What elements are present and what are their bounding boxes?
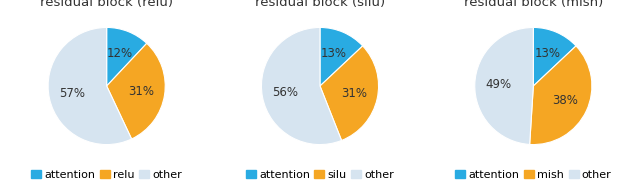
Title: residual block (mish): residual block (mish) (464, 0, 603, 9)
Text: 13%: 13% (321, 47, 347, 60)
Title: residual block (silu): residual block (silu) (255, 0, 385, 9)
Wedge shape (475, 27, 533, 144)
Wedge shape (533, 27, 576, 86)
Text: 31%: 31% (341, 87, 367, 100)
Wedge shape (48, 27, 132, 145)
Title: residual block (relu): residual block (relu) (40, 0, 173, 9)
Text: 12%: 12% (106, 47, 132, 60)
Text: 13%: 13% (534, 47, 560, 60)
Legend: attention, mish, other: attention, mish, other (455, 170, 612, 180)
Wedge shape (107, 27, 147, 86)
Wedge shape (320, 27, 363, 86)
Wedge shape (530, 46, 592, 145)
Text: 38%: 38% (552, 94, 578, 107)
Text: 56%: 56% (273, 86, 298, 99)
Wedge shape (107, 43, 165, 139)
Text: 31%: 31% (129, 85, 154, 98)
Legend: attention, silu, other: attention, silu, other (246, 170, 394, 180)
Wedge shape (262, 27, 342, 145)
Wedge shape (320, 46, 378, 141)
Text: 49%: 49% (485, 78, 511, 91)
Legend: attention, relu, other: attention, relu, other (31, 170, 182, 180)
Text: 57%: 57% (60, 87, 85, 100)
